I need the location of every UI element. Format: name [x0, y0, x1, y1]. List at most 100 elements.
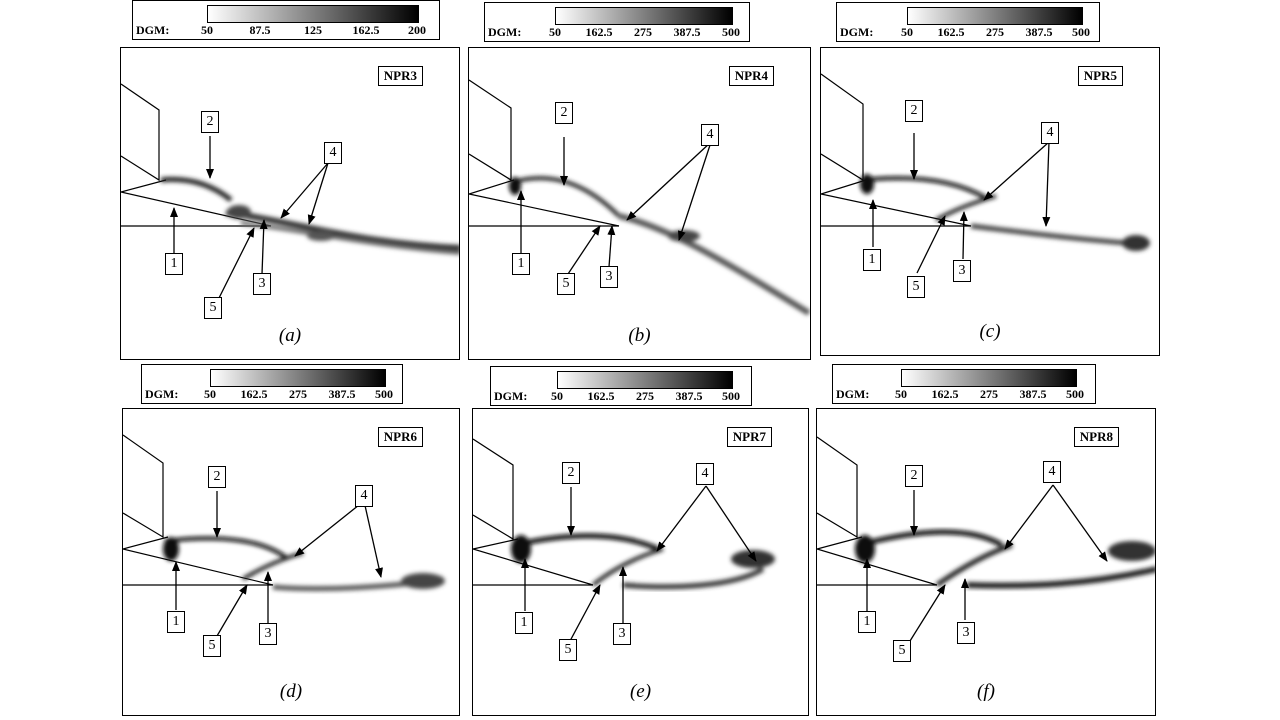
colorbar-d: DGM: 50 162.5 275 387.5 500 [141, 364, 403, 404]
shock-label: 3 [613, 623, 631, 645]
panel-caption: (b) [628, 325, 651, 346]
shock-label: 3 [953, 260, 971, 282]
colorbar-tick: 500 [1072, 25, 1090, 39]
shock-label: 4 [1043, 461, 1061, 483]
colorbar-c: DGM: 50 162.5 275 387.5 500 [836, 2, 1100, 42]
panel-e: NPR7 1 2 3 4 5 (e) [472, 408, 809, 716]
panel-b: NPR4 1 2 3 4 5 (b) [468, 47, 811, 360]
shock-label: 1 [863, 249, 881, 271]
shock-label: 5 [557, 273, 575, 295]
shock-label: 4 [701, 124, 719, 146]
shock-label: 5 [559, 639, 577, 661]
colorbar-tick: 387.5 [1019, 387, 1047, 401]
shock-label: 1 [515, 612, 533, 634]
colorbar-tick: 162.5 [931, 387, 959, 401]
shock-label: 1 [167, 611, 185, 633]
shock-label: 5 [907, 276, 925, 298]
colorbar-tick: 275 [986, 25, 1004, 39]
shock-label: 3 [957, 622, 975, 644]
colorbar-tick: 500 [1066, 387, 1084, 401]
colorbar-gradient [210, 369, 386, 387]
shock-label: 2 [562, 462, 580, 484]
shock-label: 5 [893, 640, 911, 662]
panel-d: NPR6 1 2 3 4 5 (d) [122, 408, 460, 716]
colorbar-tick: 275 [636, 389, 654, 403]
colorbar-tick: 162.5 [585, 25, 613, 39]
colorbar-gradient [557, 371, 733, 389]
colorbar-tick: 162.5 [352, 23, 380, 37]
colorbar-f: DGM: 50 162.5 275 387.5 500 [832, 364, 1096, 404]
colorbar-tick: 87.5 [249, 23, 271, 37]
shock-label: 3 [253, 273, 271, 295]
shock-label: 2 [201, 111, 219, 133]
shock-label: 1 [858, 611, 876, 633]
colorbar-tick: 275 [980, 387, 998, 401]
shock-label: 5 [203, 635, 221, 657]
colorbar-tick: 275 [634, 25, 652, 39]
panel-a: NPR3 1 2 3 4 5 (a) [120, 47, 460, 360]
colorbar-tick: 387.5 [328, 387, 356, 401]
shock-label: 4 [1041, 122, 1059, 144]
shock-label: 3 [600, 266, 618, 288]
colorbar-tick: 275 [289, 387, 307, 401]
shock-label: 4 [355, 485, 373, 507]
colorbar-tick: 125 [304, 23, 322, 37]
shock-label: 3 [259, 623, 277, 645]
colorbar-tick: 500 [375, 387, 393, 401]
shock-label: 4 [324, 142, 342, 164]
shock-label: 2 [905, 465, 923, 487]
flow-field [123, 434, 445, 637]
colorbar-title: DGM: [145, 387, 179, 401]
flow-field [473, 438, 775, 642]
colorbar-tick: 162.5 [240, 387, 268, 401]
shock-label: 2 [905, 100, 923, 122]
panel-caption: (a) [278, 325, 302, 346]
colorbar-tick: 50 [204, 387, 216, 401]
flow-field [821, 73, 1150, 274]
npr-tag: NPR7 [726, 427, 772, 447]
npr-tag: NPR6 [377, 427, 423, 447]
nozzle-geometry [121, 83, 272, 227]
colorbar-tick: 50 [201, 23, 213, 37]
shock-label: 5 [204, 297, 222, 319]
colorbar-gradient [907, 7, 1083, 25]
colorbar-tick: 387.5 [675, 389, 703, 403]
panel-caption: (c) [979, 321, 1001, 342]
shock-label: 2 [555, 102, 573, 124]
colorbar-gradient [901, 369, 1077, 387]
colorbar-tick: 50 [901, 25, 913, 39]
colorbar-tick: 500 [722, 389, 740, 403]
colorbar-tick: 200 [408, 23, 426, 37]
shock-label: 1 [512, 253, 530, 275]
panel-caption: (f) [977, 681, 995, 702]
colorbar-b: DGM: 50 162.5 275 387.5 500 [484, 2, 750, 42]
npr-tag: NPR3 [377, 66, 423, 86]
flow-field [469, 79, 810, 316]
panel-c: NPR5 1 2 3 4 5 (c) [820, 47, 1160, 356]
npr-tag: NPR5 [1077, 66, 1123, 86]
shock-label: 4 [696, 463, 714, 485]
colorbar-title: DGM: [488, 25, 522, 39]
colorbar-gradient [555, 7, 733, 25]
npr-tag: NPR4 [728, 66, 774, 86]
panel-caption: (d) [279, 681, 303, 702]
colorbar-tick: 162.5 [587, 389, 615, 403]
colorbar-tick: 387.5 [1025, 25, 1053, 39]
flow-field [817, 436, 1155, 642]
colorbar-title: DGM: [494, 389, 528, 403]
panel-f: NPR8 1 2 3 4 5 (f) [816, 408, 1156, 716]
panel-caption: (e) [629, 681, 652, 702]
colorbar-tick: 500 [722, 25, 740, 39]
colorbar-a: DGM: 50 87.5 125 162.5 200 [132, 0, 440, 40]
colorbar-title: DGM: [836, 387, 870, 401]
colorbar-tick: 387.5 [673, 25, 701, 39]
colorbar-tick: 50 [895, 387, 907, 401]
colorbar-tick: 162.5 [937, 25, 965, 39]
flow-field [121, 83, 459, 299]
shock-label: 1 [165, 253, 183, 275]
colorbar-tick: 50 [549, 25, 561, 39]
colorbar-gradient [207, 5, 419, 23]
npr-tag: NPR8 [1073, 427, 1119, 447]
colorbar-tick: 50 [551, 389, 563, 403]
shock-label: 2 [208, 466, 226, 488]
